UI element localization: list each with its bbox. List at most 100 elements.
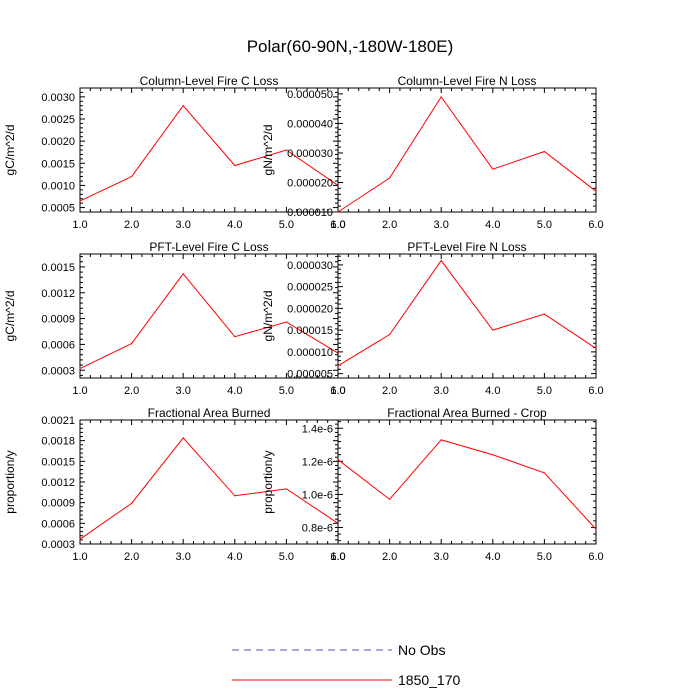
series-line-1850-170	[79, 104, 339, 202]
panel-fractional-area-burned-crop: 1.0 2.0 3.0 4.0 5.0 6.0 0.8e-6 1.0e-6 1.2e-6 1.4e…	[261, 406, 604, 563]
y-axis-label: gN/m^2/d	[261, 291, 275, 342]
data-point	[285, 321, 287, 323]
y-tick-label: 0.0030	[41, 92, 75, 104]
data-point	[543, 313, 546, 315]
y-tick-label: 0.000020	[287, 177, 333, 189]
plot-frame	[79, 419, 339, 545]
x-tick-label: 3.0	[434, 219, 449, 231]
y-tick-label: 0.000040	[287, 118, 333, 130]
data-point	[492, 454, 494, 456]
x-tick-label: 4.0	[227, 219, 242, 231]
y-tick-label: 1.2e-6	[302, 456, 333, 468]
y-tick-label: 0.0006	[41, 339, 75, 351]
y-tick-label: 0.000030	[287, 148, 333, 160]
x-tick-label: 5.0	[279, 219, 294, 231]
x-tick-label: 5.0	[537, 219, 552, 231]
y-tick-label: 0.0018	[41, 436, 75, 448]
data-point	[337, 459, 339, 461]
y-tick-label: 0.0015	[41, 158, 75, 170]
y-tick-label: 0.0010	[41, 180, 75, 192]
x-tick-label: 2.0	[382, 551, 397, 563]
legend: No Obs 1850_170	[232, 642, 461, 688]
data-point	[595, 528, 597, 530]
x-tick-label: 1.0	[72, 219, 87, 231]
y-tick-label: 0.000020	[287, 303, 333, 315]
series-line-1850-170	[79, 437, 339, 540]
x-tick-label: 1.0	[72, 551, 87, 563]
legend-label-no-obs: No Obs	[398, 642, 445, 658]
x-tick-label: 5.0	[537, 385, 552, 397]
y-tick-label: 0.000010	[287, 347, 333, 359]
y-tick-label: 0.0009	[41, 314, 75, 326]
data-point	[389, 177, 391, 179]
y-axis-label: proportion/y	[261, 450, 275, 513]
data-point	[543, 472, 546, 474]
x-tick-label: 2.0	[124, 385, 139, 397]
panel-title: Column-Level Fire C Loss	[140, 74, 279, 88]
y-axis-label: gN/m^2/d	[261, 125, 275, 176]
x-tick-label: 6.0	[588, 385, 603, 397]
x-tick-label: 3.0	[176, 385, 191, 397]
y-tick-label: 0.0003	[41, 539, 75, 551]
y-axis-label: proportion/y	[3, 450, 17, 513]
data-point	[285, 488, 287, 490]
y-tick-label: 0.0025	[41, 114, 75, 126]
panel-title: PFT-Level Fire N Loss	[407, 240, 526, 254]
y-tick-label: 0.0005	[41, 203, 75, 215]
x-tick-label: 3.0	[176, 219, 191, 231]
panel-title: PFT-Level Fire C Loss	[149, 240, 268, 254]
data-point	[492, 329, 494, 331]
plot-frame	[337, 419, 597, 545]
y-tick-label: 0.0020	[41, 136, 75, 148]
data-point	[131, 502, 133, 504]
series-line-1850-170	[337, 439, 597, 530]
y-tick-label: 0.0009	[41, 498, 75, 510]
y-tick-label: 0.000005	[287, 369, 333, 381]
y-tick-label: 0.000050	[287, 89, 333, 101]
y-tick-label: 0.0003	[41, 365, 75, 377]
panel-title: Column-Level Fire N Loss	[398, 74, 537, 88]
y-tick-label: 1.0e-6	[302, 489, 333, 501]
y-tick-label: 0.000010	[287, 207, 333, 219]
data-point	[337, 365, 339, 367]
x-tick-label: 6.0	[588, 551, 603, 563]
x-tick-label: 6.0	[330, 219, 345, 231]
plot-frame	[337, 253, 597, 379]
x-tick-label: 2.0	[382, 219, 397, 231]
y-tick-label: 0.0015	[41, 456, 75, 468]
panel-title: Fractional Area Burned	[148, 406, 271, 420]
y-tick-label: 0.000030	[287, 260, 333, 272]
plot-frame	[79, 253, 339, 379]
x-tick-label: 3.0	[176, 551, 191, 563]
figure-title: Polar(60-90N,-180W-180E)	[247, 37, 454, 56]
plot-frame	[337, 87, 597, 213]
data-point	[131, 175, 133, 178]
x-tick-label: 2.0	[382, 385, 397, 397]
x-tick-label: 5.0	[537, 551, 552, 563]
y-tick-label: 0.8e-6	[302, 522, 333, 534]
panel-pft-level-fire-n-loss: 1.0 2.0 3.0 4.0 5.0 6.0 0.000005 0.000010 0.0000…	[261, 240, 604, 397]
y-tick-label: 0.000025	[287, 282, 333, 294]
y-tick-label: 0.0012	[41, 477, 75, 489]
y-tick-label: 0.0021	[41, 415, 75, 427]
x-tick-label: 3.0	[434, 551, 449, 563]
x-tick-label: 6.0	[330, 551, 345, 563]
legend-label-1850-170: 1850_170	[398, 672, 461, 688]
x-tick-label: 2.0	[124, 551, 139, 563]
x-tick-label: 5.0	[279, 385, 294, 397]
x-tick-label: 4.0	[485, 219, 500, 231]
data-point	[389, 333, 391, 336]
data-point	[440, 439, 442, 441]
series-line-1850-170	[337, 259, 597, 367]
x-tick-label: 1.0	[330, 219, 345, 231]
x-tick-label: 4.0	[485, 385, 500, 397]
x-tick-label: 6.0	[330, 385, 345, 397]
series-line-1850-170	[337, 95, 597, 213]
data-point	[182, 105, 184, 107]
data-point	[234, 164, 236, 167]
series-line-1850-170	[79, 272, 339, 369]
data-point	[389, 498, 391, 500]
x-tick-label: 1.0	[330, 385, 345, 397]
y-tick-label: 0.0015	[41, 262, 75, 274]
